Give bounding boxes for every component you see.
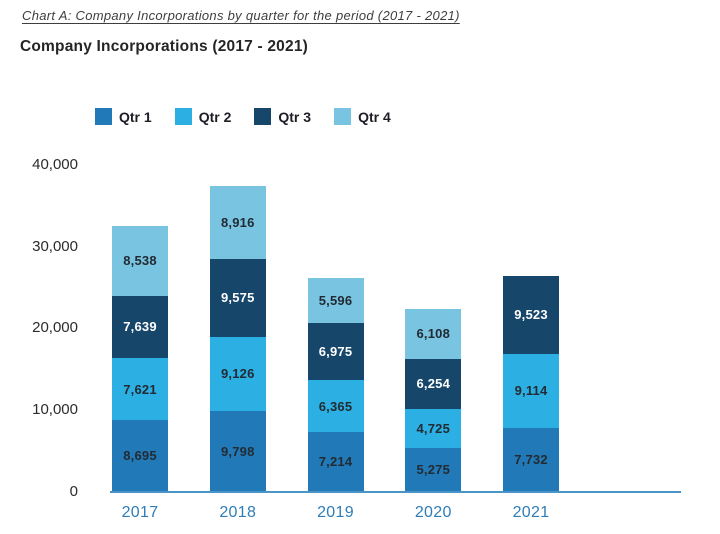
y-axis-tick-label: 40,000 <box>32 156 78 173</box>
legend-swatch-icon <box>334 108 352 125</box>
bar-segment-qtr-2: 9,126 <box>209 336 266 412</box>
y-axis-tick-label: 0 <box>69 483 78 500</box>
bar-segment-qtr-2: 9,114 <box>503 353 559 428</box>
bar-segment-qtr-4: 8,916 <box>209 186 266 259</box>
bar-segment-qtr-1: 5,275 <box>405 447 462 491</box>
bar-segment-qtr-2: 6,365 <box>307 380 364 433</box>
bar-segment-qtr-1: 9,798 <box>209 411 266 491</box>
legend-item-qtr-2: Qtr 2 <box>174 108 232 125</box>
x-axis-label-2019: 2019 <box>317 504 354 521</box>
chart-title: Company Incorporations (2017 - 2021) <box>20 38 309 55</box>
x-axis-label-2021: 2021 <box>512 504 550 521</box>
bar-column-2021: 9,523 9,114 7,732 <box>503 276 559 491</box>
bar-column-2020: 6,108 6,254 4,725 5,275 <box>405 308 462 491</box>
bar-column-2019: 5,596 6,975 6,365 7,214 <box>307 277 364 491</box>
legend-item-qtr-1: Qtr 1 <box>95 108 152 125</box>
bar-segment-qtr-4: 8,538 <box>112 226 168 296</box>
legend-swatch-icon <box>254 108 272 125</box>
bar-column-2017: 8,538 7,639 7,621 8,695 <box>112 226 168 491</box>
bar-segment-qtr-3: 7,639 <box>112 295 168 358</box>
legend-label: Qtr 1 <box>119 108 152 125</box>
x-axis-label-2018: 2018 <box>219 504 257 521</box>
bar-segment-qtr-1: 7,214 <box>307 432 364 491</box>
y-axis-tick-label: 30,000 <box>32 238 78 255</box>
legend-swatch-icon <box>174 108 192 125</box>
bar-segment-qtr-4: 5,596 <box>307 277 364 324</box>
y-axis-tick-label: 10,000 <box>32 401 78 418</box>
bar-segment-qtr-2: 7,621 <box>112 358 168 421</box>
bar-segment-qtr-3: 6,975 <box>307 323 364 381</box>
legend-label: Qtr 2 <box>198 108 232 125</box>
bar-segment-qtr-4: 6,108 <box>405 308 462 359</box>
bar-column-2018: 8,916 9,575 9,126 9,798 <box>209 186 266 491</box>
legend-swatch-icon <box>95 108 112 125</box>
legend-label: Qtr 4 <box>358 108 391 125</box>
x-axis-label-2020: 2020 <box>414 504 452 521</box>
legend-item-qtr-3: Qtr 3 <box>254 108 311 125</box>
bar-segment-qtr-3: 9,575 <box>209 258 266 337</box>
bar-segment-qtr-1: 8,695 <box>112 420 168 491</box>
y-axis-tick-label: 20,000 <box>32 319 78 336</box>
bar-segment-qtr-2: 4,725 <box>405 409 462 448</box>
chart-area: 40,000 30,000 20,000 10,000 0 8,538 7,639… <box>0 152 720 534</box>
bar-segment-qtr-1: 7,732 <box>503 427 559 491</box>
chart-legend: Qtr 1 Qtr 2 Qtr 3 Qtr 4 <box>95 108 391 125</box>
legend-label: Qtr 3 <box>278 108 312 125</box>
bar-segment-qtr-3: 6,254 <box>405 358 462 410</box>
page-title: Chart A: Company Incorporations by quart… <box>22 8 460 23</box>
legend-item-qtr-4: Qtr 4 <box>334 108 391 125</box>
x-axis-label-2017: 2017 <box>121 504 159 521</box>
bar-segment-qtr-3: 9,523 <box>503 276 559 354</box>
x-axis-line <box>110 491 681 493</box>
